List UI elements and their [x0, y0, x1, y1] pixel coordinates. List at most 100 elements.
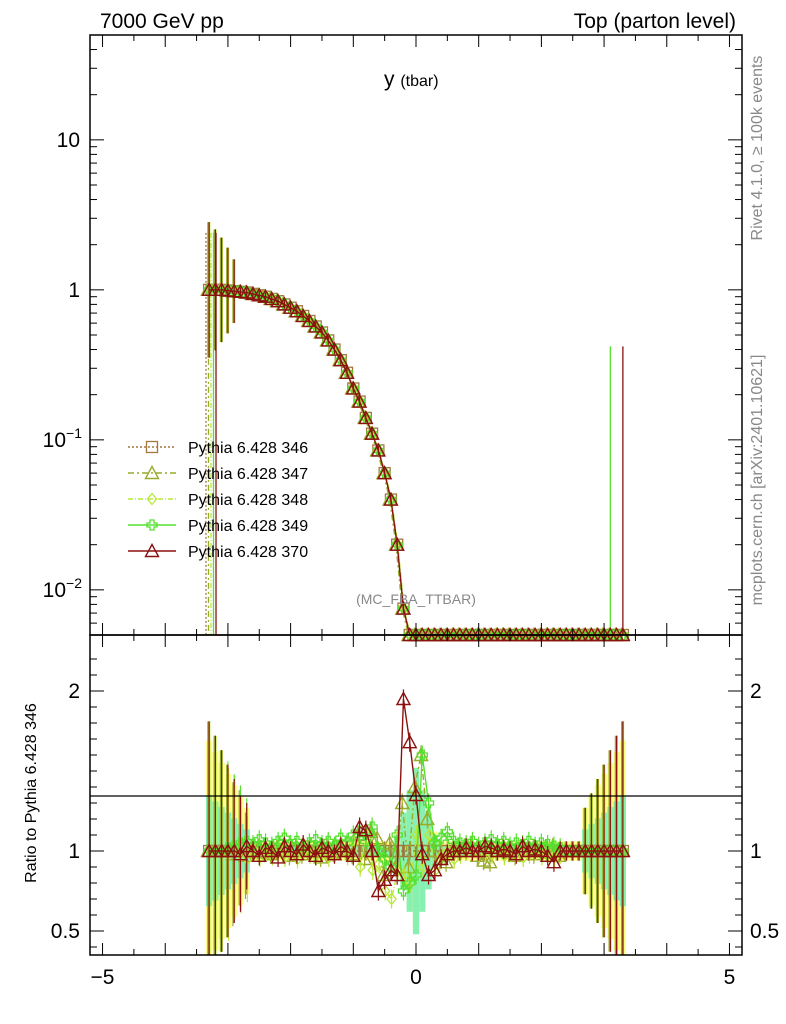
- mcplots-label: mcplots.cern.ch [arXiv:2401.10621]: [749, 355, 766, 606]
- data-point-ratio: [226, 843, 242, 858]
- y-tick-exponent: −1: [66, 425, 82, 441]
- legend-marker: [146, 492, 158, 506]
- data-point-ratio: [384, 844, 398, 858]
- x-tick-label: 0: [410, 966, 422, 989]
- data-point-ratio: [502, 843, 518, 858]
- axis-ticks: [90, 34, 742, 955]
- data-point-ratio: [245, 843, 261, 858]
- data-point-top: [295, 307, 311, 323]
- data-point-ratio: [402, 734, 418, 749]
- data-point-ratio: [425, 843, 442, 858]
- series-line-top: [207, 289, 622, 636]
- data-point-ratio: [452, 843, 468, 858]
- data-point-top: [370, 442, 387, 457]
- data-point-ratio: [400, 859, 417, 874]
- data-point-ratio: [533, 843, 550, 858]
- data-point-ratio: [356, 851, 373, 866]
- legend-marker: [146, 519, 158, 531]
- legend-label: Pythia 6.428 347: [188, 466, 308, 483]
- data-point-top: [326, 341, 343, 356]
- data-point-top: [308, 318, 324, 333]
- main-panel-series: [200, 222, 631, 642]
- data-point-ratio: [489, 843, 506, 858]
- data-point-top: [339, 364, 355, 379]
- data-point-ratio: [498, 835, 510, 848]
- data-point-ratio: [469, 847, 486, 862]
- data-point-ratio: [422, 797, 435, 809]
- data-point-ratio: [367, 863, 379, 877]
- plot-title: y (tbar): [384, 68, 439, 91]
- data-point-top: [345, 380, 361, 395]
- data-point-ratio: [364, 843, 380, 858]
- data-point-ratio: [358, 822, 374, 837]
- data-point-ratio: [407, 779, 423, 794]
- series-line-top: [209, 289, 623, 636]
- legend-label: Pythia 6.428 370: [188, 544, 308, 561]
- data-point-ratio: [514, 838, 531, 853]
- data-point-top: [358, 409, 374, 425]
- data-point-ratio: [389, 867, 405, 882]
- y-tick-label-top: 10−1: [43, 425, 83, 452]
- y-tick-label-ratio-right: 0.5: [750, 920, 779, 943]
- data-point-ratio: [439, 846, 456, 861]
- data-point-top: [264, 290, 280, 306]
- y-tick-label-top: 10: [57, 129, 80, 152]
- data-point-ratio: [291, 835, 303, 848]
- data-point-ratio: [253, 834, 265, 846]
- data-point-ratio: [376, 871, 393, 886]
- data-point-ratio: [366, 821, 378, 833]
- data-point-ratio: [308, 847, 324, 862]
- data-point-ratio: [410, 869, 422, 881]
- data-point-top: [383, 491, 399, 506]
- data-point-ratio: [615, 843, 631, 858]
- data-point-ratio: [435, 832, 447, 844]
- data-point-ratio: [508, 846, 524, 861]
- data-point-ratio: [383, 862, 399, 877]
- x-tick-label: 5: [724, 966, 736, 989]
- y-tick-label-ratio-left: 1: [68, 840, 80, 863]
- data-point-ratio: [381, 835, 398, 850]
- data-point-ratio: [521, 843, 537, 858]
- data-point-ratio: [404, 877, 416, 889]
- y-tick-exponent: −2: [66, 575, 82, 591]
- legend-label: Pythia 6.428 349: [188, 518, 308, 535]
- data-point-top: [364, 425, 380, 440]
- data-point-ratio: [239, 838, 255, 853]
- y-tick-label-top: 10−2: [43, 575, 83, 602]
- data-point-ratio: [295, 836, 311, 851]
- data-point-ratio: [333, 838, 349, 853]
- series-line-top: [209, 289, 624, 636]
- data-point-ratio: [289, 846, 305, 861]
- data-point-ratio: [379, 853, 391, 865]
- data-point-ratio: [433, 851, 449, 866]
- data-point-ratio: [339, 843, 355, 858]
- data-point-ratio: [427, 862, 443, 877]
- data-point-ratio: [438, 854, 454, 869]
- legend-label: Pythia 6.428 348: [188, 492, 308, 509]
- data-point-ratio: [394, 795, 410, 810]
- data-point-top: [282, 299, 299, 314]
- data-point-top: [314, 324, 330, 339]
- data-point-ratio: [408, 787, 424, 802]
- data-point-ratio: [234, 837, 247, 849]
- data-point-ratio: [257, 839, 274, 854]
- y-tick-label-ratio-left: 2: [68, 680, 80, 703]
- data-point-ratio: [523, 835, 535, 848]
- data-point-ratio: [232, 846, 249, 861]
- data-point-top: [276, 296, 293, 311]
- data-point-ratio: [326, 846, 343, 861]
- data-point-top: [351, 393, 368, 408]
- ratio-y-axis-label: Ratio to Pythia 6.428 346: [23, 703, 40, 883]
- data-point-ratio: [391, 829, 403, 841]
- data-point-ratio: [270, 849, 286, 864]
- data-point-ratio: [471, 843, 487, 858]
- data-point-top: [289, 303, 305, 318]
- data-point-ratio: [301, 843, 318, 858]
- data-point-ratio: [510, 837, 522, 849]
- data-point-ratio: [264, 843, 280, 858]
- data-point-ratio: [535, 837, 548, 849]
- y-tick-base: 1: [68, 279, 80, 302]
- y-tick-base: 10: [43, 429, 66, 452]
